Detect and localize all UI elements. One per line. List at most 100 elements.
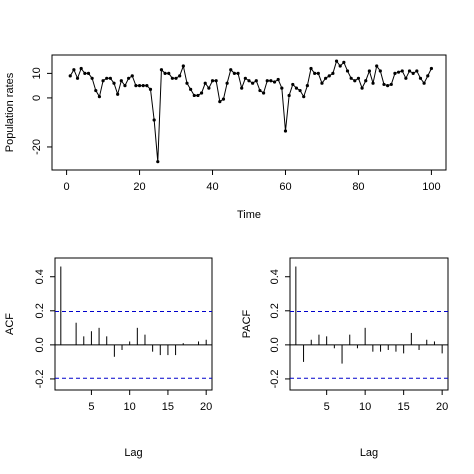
data-point: [247, 79, 251, 83]
data-point: [163, 71, 167, 75]
data-point: [404, 76, 408, 80]
data-point: [334, 59, 339, 63]
data-point: [411, 71, 415, 75]
data-point: [422, 81, 426, 85]
data-point: [272, 80, 277, 84]
data-point: [79, 66, 83, 71]
x-tick-label: 20: [436, 401, 448, 413]
y-tick-label: 0.4: [34, 269, 46, 284]
y-tick-label: 0.2: [34, 303, 46, 318]
data-point: [283, 129, 288, 133]
data-point: [313, 71, 317, 75]
data-point: [386, 84, 390, 88]
x-tick-label: 100: [422, 181, 440, 193]
data-point: [116, 92, 120, 96]
data-point: [331, 71, 335, 75]
y-tick-label: 10: [31, 67, 43, 79]
data-point: [254, 79, 258, 83]
data-point: [145, 84, 149, 88]
plot-frame: [51, 54, 447, 171]
data-point: [232, 71, 237, 75]
data-point: [134, 84, 138, 88]
data-point: [407, 69, 412, 73]
y-tick-label: -0.2: [269, 369, 281, 388]
data-point: [324, 76, 328, 80]
data-point: [345, 69, 350, 73]
data-point: [338, 64, 342, 68]
data-point: [108, 76, 112, 80]
data-point: [229, 68, 233, 72]
y-tick-label: 0.0: [269, 337, 281, 352]
x-tick-label: 15: [398, 401, 410, 413]
x-tick-label: 15: [162, 401, 174, 413]
data-point: [178, 74, 182, 78]
data-point: [243, 76, 247, 80]
data-point: [378, 69, 382, 73]
x-tick-label: 60: [279, 181, 291, 193]
data-point: [371, 81, 375, 85]
data-point: [360, 86, 364, 90]
data-point: [203, 81, 207, 85]
data-point: [276, 77, 280, 82]
data-point: [382, 82, 386, 87]
y-tick-label: 0.2: [269, 303, 281, 318]
data-point: [265, 79, 269, 83]
data-point: [418, 76, 423, 80]
data-point: [123, 84, 127, 88]
data-point: [185, 81, 189, 85]
data-point: [291, 82, 295, 87]
data-point: [170, 76, 174, 80]
data-point: [156, 160, 160, 164]
data-point: [269, 79, 273, 83]
data-point: [94, 88, 98, 93]
x-axis-label: Lag: [124, 447, 142, 459]
data-point: [364, 79, 368, 83]
y-tick-label: -0.2: [34, 369, 46, 388]
data-point: [258, 88, 262, 93]
data-point: [429, 66, 434, 71]
plot-frame: [289, 257, 449, 391]
data-point: [218, 99, 222, 104]
data-point: [367, 69, 371, 73]
data-point: [159, 68, 164, 72]
data-point: [130, 74, 134, 78]
x-tick-label: 20: [133, 181, 145, 193]
data-point: [400, 69, 404, 73]
data-point: [199, 91, 204, 95]
data-point: [375, 64, 379, 68]
y-axis-label: ACF: [4, 313, 16, 335]
y-tick-label: 0.0: [34, 337, 46, 352]
data-point: [141, 84, 145, 88]
data-point: [83, 71, 87, 75]
data-point: [302, 95, 306, 99]
data-point: [192, 93, 196, 98]
series-line: [69, 60, 432, 162]
data-point: [86, 71, 91, 75]
data-point: [90, 76, 94, 80]
plot-frame: [54, 257, 213, 391]
data-point: [101, 79, 105, 83]
x-tick-label: 10: [359, 401, 371, 413]
data-point: [305, 84, 309, 88]
data-point: [342, 60, 346, 64]
data-point: [349, 76, 353, 80]
data-point: [214, 79, 218, 83]
data-point: [353, 79, 357, 83]
data-point: [174, 76, 178, 80]
data-point: [236, 71, 240, 75]
data-point: [167, 71, 171, 75]
data-point: [221, 97, 226, 101]
data-point: [72, 68, 76, 72]
data-point: [287, 93, 291, 98]
data-point: [112, 81, 116, 85]
data-point: [294, 86, 299, 90]
data-point: [426, 74, 430, 78]
data-point: [389, 82, 393, 87]
x-tick-label: 20: [200, 401, 212, 413]
x-axis-label: Time: [237, 209, 261, 221]
data-point: [240, 86, 244, 90]
data-point: [327, 74, 331, 78]
data-point: [152, 118, 156, 122]
data-point: [119, 79, 123, 83]
